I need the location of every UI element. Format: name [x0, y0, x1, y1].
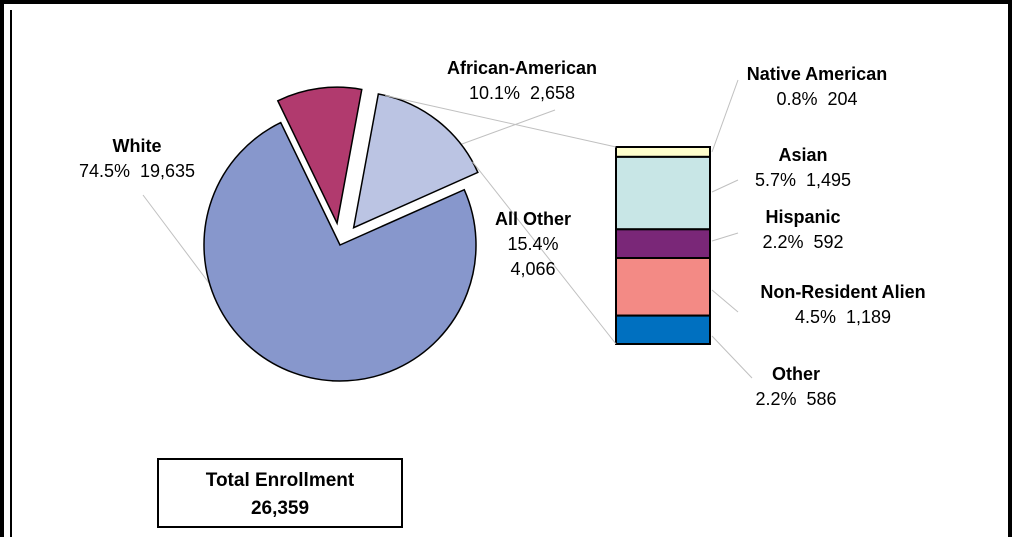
breakdown-connectors [385, 94, 617, 345]
leader-asian [711, 179, 739, 193]
label-hispanic-value: 2.2% 592 [762, 232, 843, 252]
bar-segment-native-american [615, 146, 711, 158]
label-all-other-value-1: 4,066 [510, 259, 555, 279]
label-other-name: Other [772, 364, 820, 384]
slice-white [203, 121, 477, 382]
label-asian-value: 5.7% 1,495 [755, 170, 851, 190]
label-other-value: 2.2% 586 [755, 389, 836, 409]
leader-white [142, 194, 213, 288]
label-white-name: White [113, 136, 162, 156]
total-enrollment-box: Total Enrollment 26,359 [157, 458, 403, 528]
slice-african-american [276, 86, 363, 226]
label-african-american-value: 10.1% 2,658 [469, 83, 575, 103]
label-non-resident-alien-value: 4.5% 1,189 [795, 307, 891, 327]
breakdown-bar [615, 146, 711, 346]
pie-slices [203, 86, 479, 382]
leader-other [711, 335, 753, 379]
label-native-american-value: 0.8% 204 [776, 89, 857, 109]
frame-left-rule [10, 10, 12, 537]
label-white-value: 74.5% 19,635 [79, 161, 195, 181]
label-asian-name: Asian [778, 145, 827, 165]
leader-native-american [711, 79, 739, 153]
bar-segment-other [615, 314, 711, 346]
leader-non-resident-alien [711, 289, 739, 313]
label-all-other-name: All Other [495, 209, 571, 229]
bar-segment-asian [615, 155, 711, 231]
data-labels: White 74.5% 19,635 African-American 10.1% 2… [79, 58, 926, 409]
label-native-american-name: Native American [747, 64, 887, 84]
total-enrollment-label: Total Enrollment [205, 470, 355, 491]
label-all-other-value: 15.4% [507, 234, 558, 254]
label-african-american-name: African-American [447, 58, 597, 78]
total-enrollment-value: 26,359 [250, 498, 310, 519]
connector-top [385, 94, 617, 148]
connector-bottom [472, 161, 617, 345]
label-non-resident-alien-name: Non-Resident Alien [760, 282, 925, 302]
leader-hispanic [711, 232, 739, 242]
bar-segment-non-resident-alien [615, 257, 711, 317]
label-hispanic-name: Hispanic [765, 207, 840, 227]
bar-segment-hispanic [615, 228, 711, 260]
